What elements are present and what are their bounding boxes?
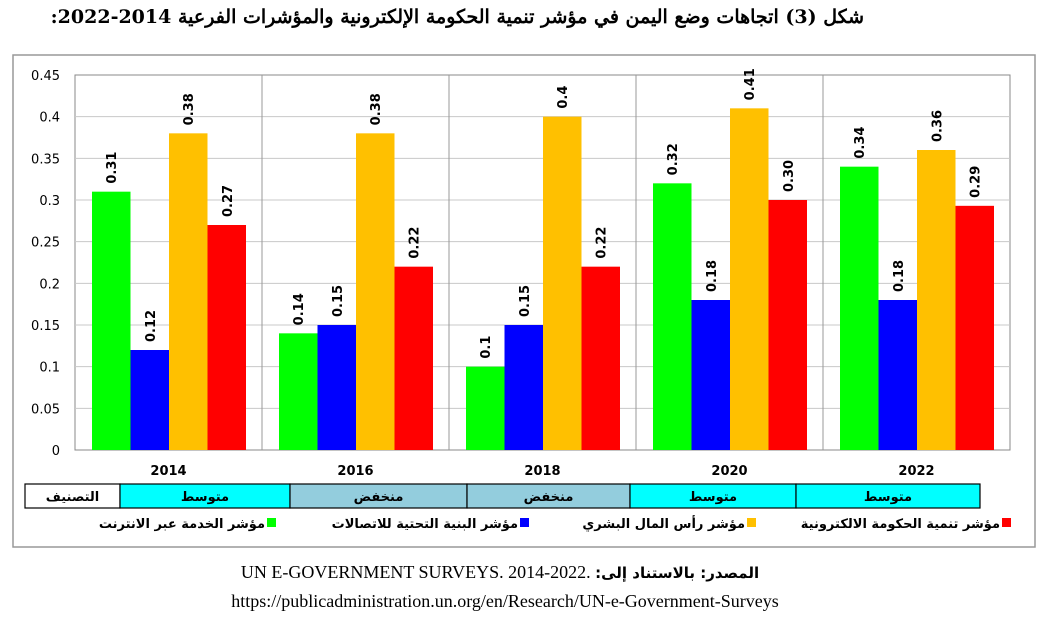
data-label: 0.31 xyxy=(105,152,120,184)
legend-label: مؤشر تنمية الحكومة الالكترونية xyxy=(801,517,1000,532)
data-label: 0.15 xyxy=(331,285,346,317)
data-label: 0.38 xyxy=(369,93,384,125)
classification-cell xyxy=(795,483,981,509)
data-label: 0.32 xyxy=(666,143,681,175)
x-tick-label: 2022 xyxy=(898,464,934,479)
data-label: 0.36 xyxy=(930,110,945,142)
data-label: 0.22 xyxy=(595,227,610,259)
y-tick-label: 0.05 xyxy=(31,402,60,417)
data-label: 0.15 xyxy=(518,285,533,317)
bar xyxy=(955,205,994,450)
classification-cell xyxy=(466,483,631,509)
legend-label: مؤشر رأس المال البشري xyxy=(582,515,745,532)
bar xyxy=(691,300,730,450)
legend-swatch xyxy=(520,518,529,527)
x-tick-label: 2020 xyxy=(711,464,747,479)
source-url[interactable]: https://publicadministration.un.org/en/R… xyxy=(231,591,779,611)
legend-label: مؤشر الخدمة عبر الانترنت xyxy=(99,517,265,532)
data-label: 0.1 xyxy=(479,336,494,359)
bar xyxy=(768,200,807,450)
classification-value: متوسط xyxy=(689,490,737,505)
data-label: 0.4 xyxy=(556,86,571,109)
legend-swatch xyxy=(747,518,756,527)
x-tick-label: 2016 xyxy=(337,464,373,479)
data-label: 0.34 xyxy=(853,127,868,159)
data-label: 0.30 xyxy=(782,160,797,192)
bar xyxy=(730,108,769,450)
bar xyxy=(317,325,356,450)
legend-label: مؤشر البنية التحتية للاتصالات xyxy=(332,517,518,532)
y-tick-label: 0.25 xyxy=(31,236,60,251)
bar xyxy=(394,266,433,450)
bar xyxy=(878,300,917,450)
y-tick-label: 0.45 xyxy=(31,69,60,84)
bar xyxy=(653,183,692,451)
data-label: 0.27 xyxy=(221,185,236,217)
y-tick-label: 0.3 xyxy=(39,194,60,209)
data-label: 0.29 xyxy=(969,166,984,198)
classification-value: منخفض xyxy=(524,490,574,505)
legend-swatch xyxy=(267,518,276,527)
classification-cell xyxy=(119,483,291,509)
classification-header-cell xyxy=(24,483,121,509)
classification-value: منخفض xyxy=(354,490,404,505)
bar xyxy=(917,150,956,450)
y-tick-label: 0.4 xyxy=(39,111,60,126)
bar xyxy=(92,191,131,450)
data-label: 0.18 xyxy=(892,260,907,292)
y-tick-label: 0.35 xyxy=(31,152,60,167)
bar xyxy=(581,266,620,450)
data-label: 0.14 xyxy=(292,293,307,325)
bar xyxy=(279,333,318,450)
y-tick-label: 0.15 xyxy=(31,319,60,334)
y-tick-label: 0 xyxy=(52,444,60,459)
bar xyxy=(543,116,582,451)
source-line: UN E-GOVERNMENT SURVEYS. 2014-2022. المص… xyxy=(0,562,1000,583)
data-label: 0.12 xyxy=(144,310,159,342)
data-label: 0.22 xyxy=(408,227,423,259)
source-label: المصدر: بالاستناد إلى: xyxy=(595,564,760,582)
y-tick-label: 0.1 xyxy=(39,361,60,376)
classification-header: التصنيف xyxy=(46,490,100,505)
source-text: UN E-GOVERNMENT SURVEYS. 2014-2022. xyxy=(240,562,591,582)
bar xyxy=(356,133,395,451)
bar xyxy=(130,350,169,450)
bar xyxy=(207,225,246,450)
data-label: 0.38 xyxy=(182,93,197,125)
data-label: 0.41 xyxy=(743,68,758,100)
bar xyxy=(504,325,543,450)
y-tick-label: 0.2 xyxy=(39,277,60,292)
bar xyxy=(466,366,505,450)
figure-title: شكل (3) اتجاهات وضع اليمن في مؤشر تنمية … xyxy=(50,6,864,28)
bar xyxy=(169,133,208,451)
x-tick-label: 2018 xyxy=(524,464,560,479)
classification-cell xyxy=(289,483,468,509)
x-tick-label: 2014 xyxy=(150,464,186,479)
classification-value: متوسط xyxy=(864,490,912,505)
classification-value: متوسط xyxy=(181,490,229,505)
legend-swatch xyxy=(1002,518,1011,527)
bar xyxy=(840,166,879,450)
data-label: 0.18 xyxy=(705,260,720,292)
